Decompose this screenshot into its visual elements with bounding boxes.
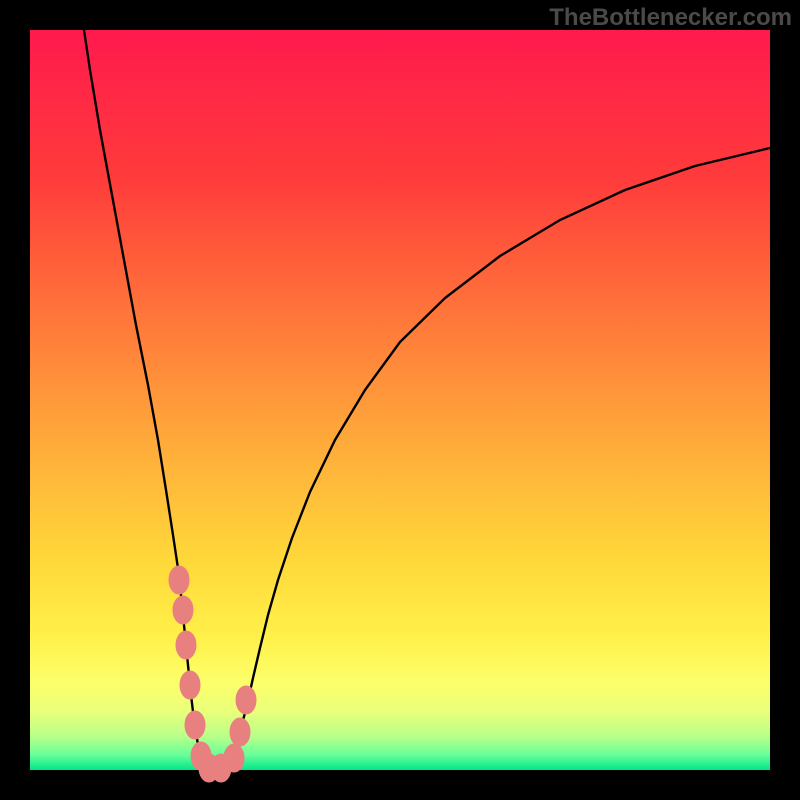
data-marker xyxy=(173,596,193,624)
data-marker xyxy=(180,671,200,699)
chart-svg xyxy=(0,0,800,800)
data-marker xyxy=(230,718,250,746)
data-marker xyxy=(211,754,231,782)
data-marker xyxy=(185,711,205,739)
watermark-text: TheBottlenecker.com xyxy=(549,4,792,32)
data-marker xyxy=(236,686,256,714)
data-marker xyxy=(176,631,196,659)
data-marker xyxy=(169,566,189,594)
chart-canvas: TheBottlenecker.com xyxy=(0,0,800,800)
gradient-plot-area xyxy=(30,30,770,770)
